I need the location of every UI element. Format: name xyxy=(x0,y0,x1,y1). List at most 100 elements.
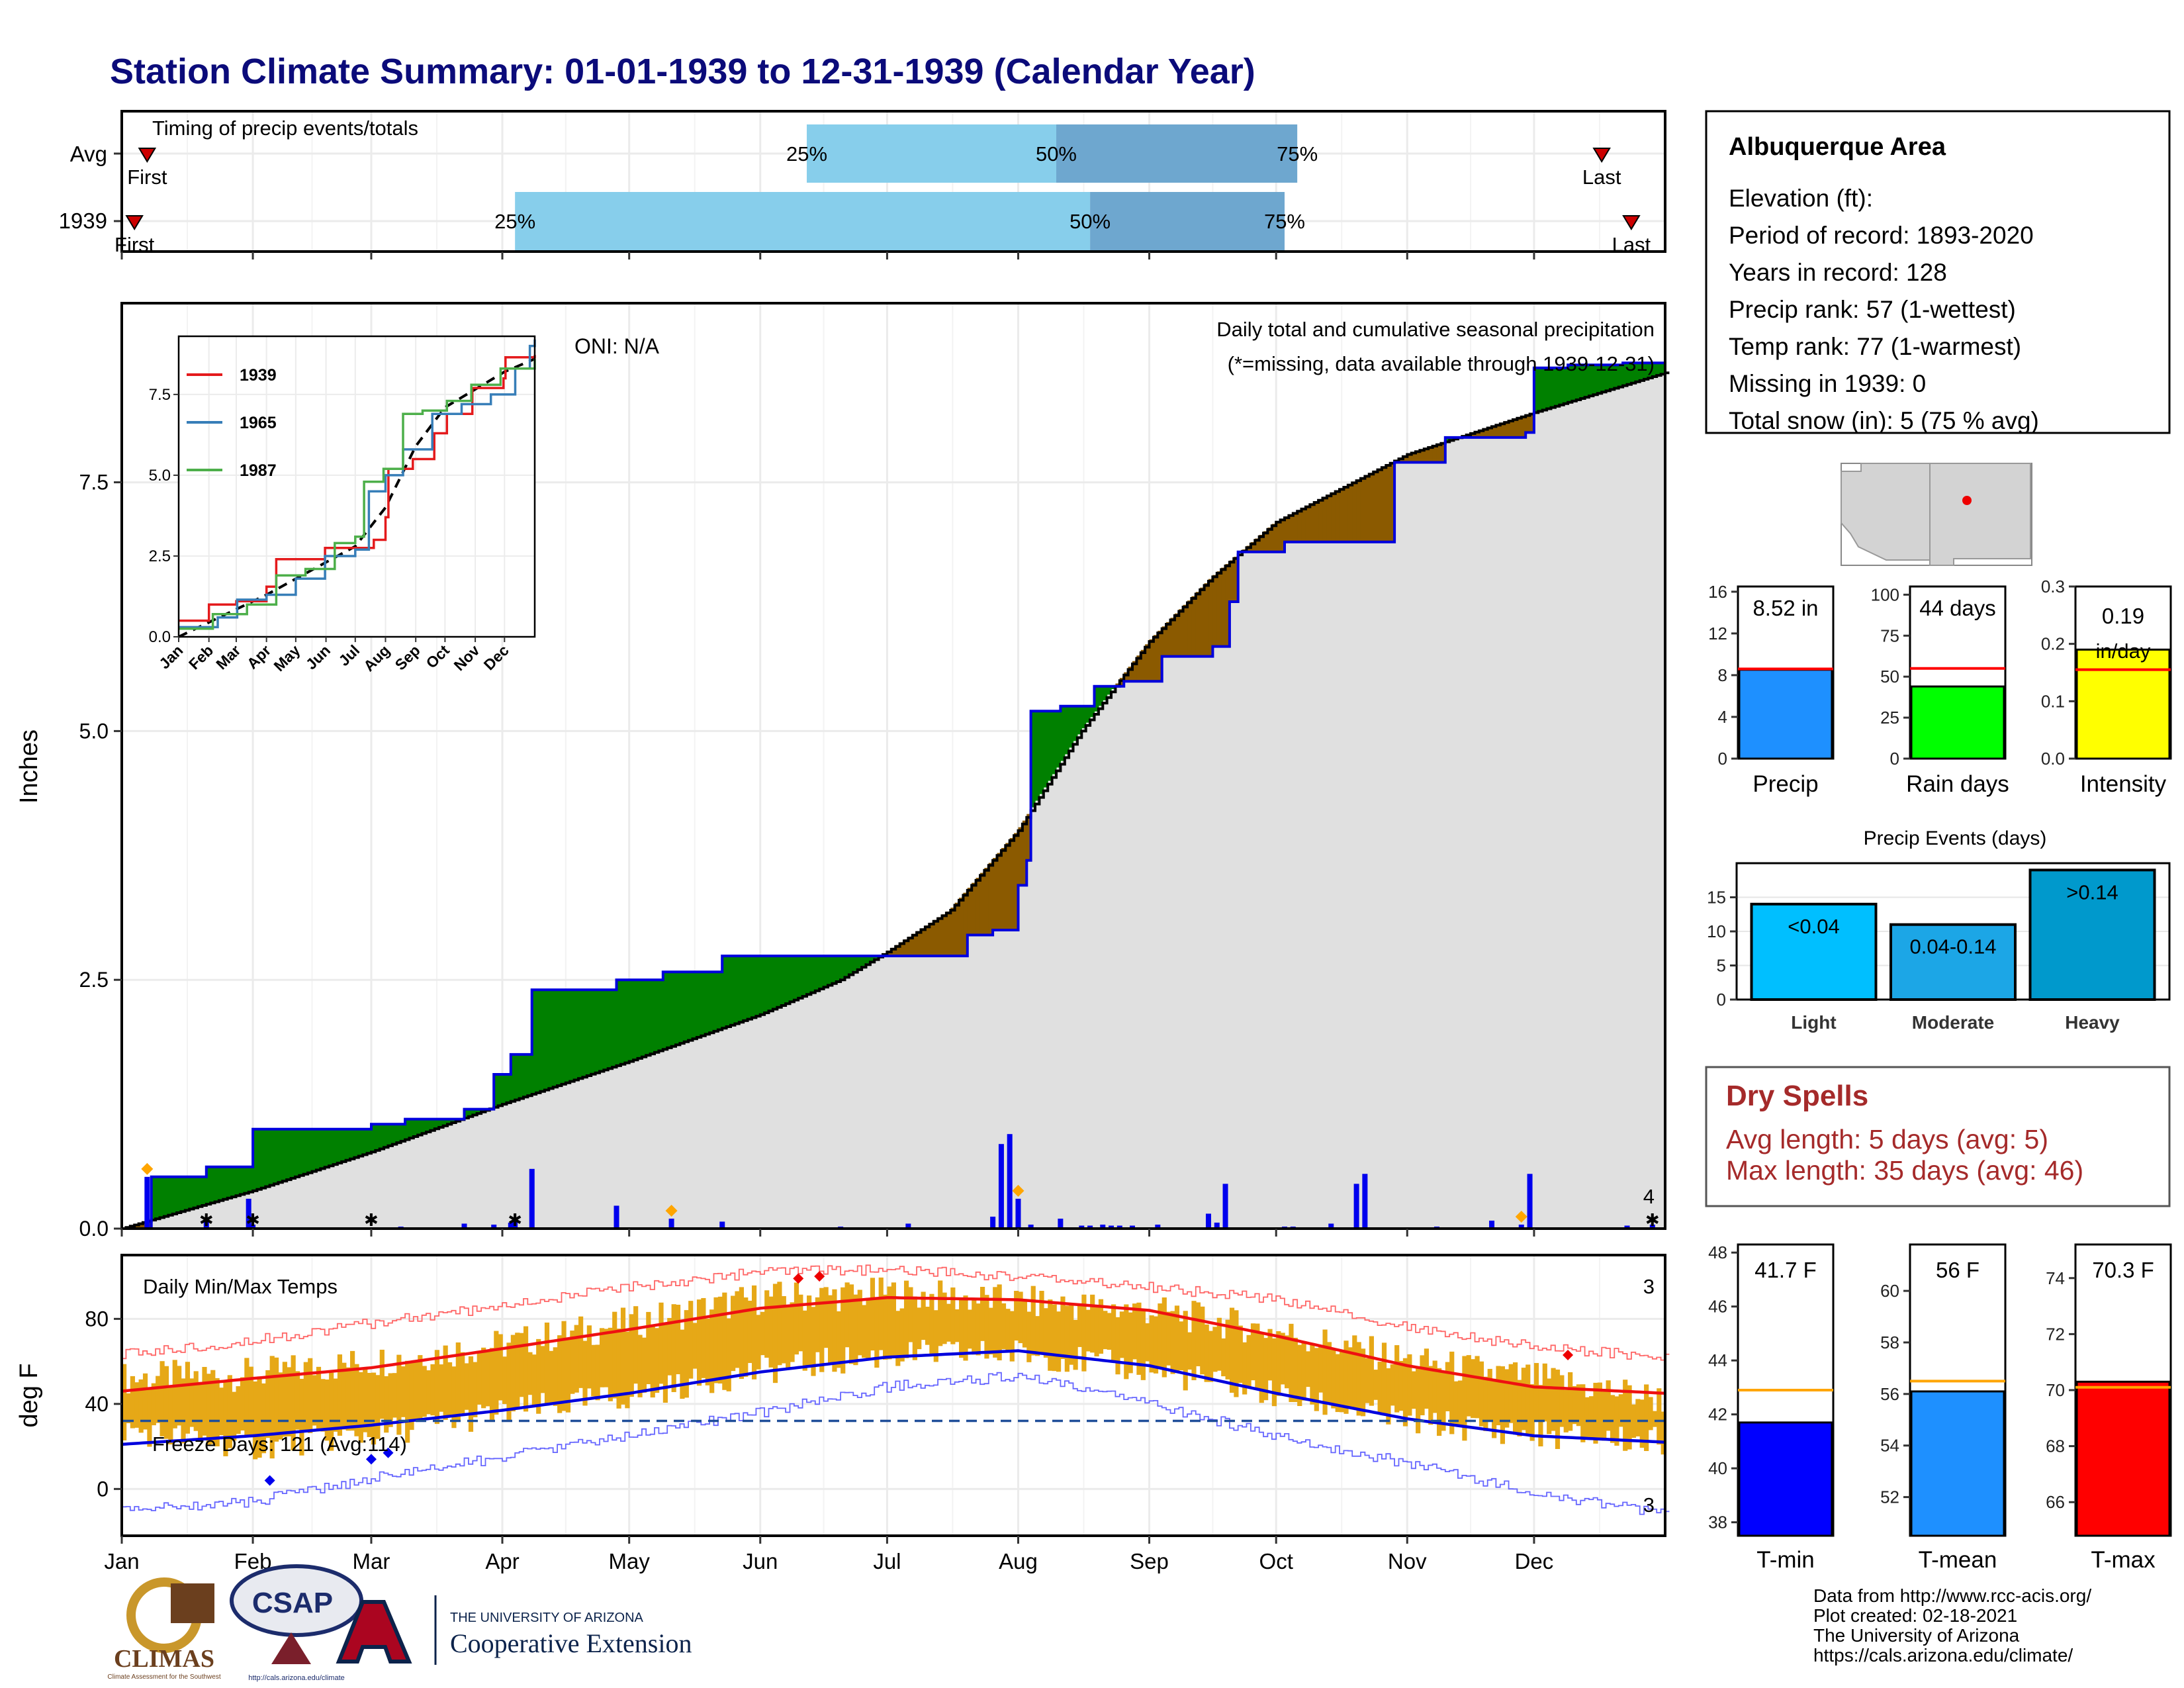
above-avg-area xyxy=(181,1176,186,1211)
above-avg-area xyxy=(739,956,744,1022)
daily-temp-range-bar xyxy=(363,1368,368,1432)
precip-events-ytick-label: 5 xyxy=(1717,956,1726,976)
daily-temp-range-bar xyxy=(836,1311,841,1368)
above-avg-area xyxy=(705,972,710,1034)
precip-events-bar-label: >0.14 xyxy=(2066,880,2118,904)
above-avg-area xyxy=(1043,711,1048,788)
precip-events-chart: Precip Events (days) <0.04 Light 0.04-0.14 M… xyxy=(1707,827,2171,1033)
daily-temp-range-bar xyxy=(198,1382,203,1439)
daily-temp-range-bar xyxy=(1170,1311,1175,1374)
above-avg-area xyxy=(308,1129,313,1172)
daily-temp-range-bar xyxy=(1508,1364,1514,1423)
mini-precip-value-label: 8.52 in xyxy=(1752,596,1818,620)
daily-temp-range-bar xyxy=(878,1277,884,1350)
daily-temp-range-bar xyxy=(726,1318,731,1391)
daily-temp-range-bar xyxy=(1602,1391,1607,1441)
mini-raindays-value-bar xyxy=(1910,685,2005,760)
daily-temp-range-bar xyxy=(1576,1384,1582,1427)
daily-temp-range-bar xyxy=(396,1354,402,1435)
below-avg-area xyxy=(959,898,964,957)
daily-temp-range-bar xyxy=(887,1286,892,1360)
daily-temp-range-bar xyxy=(1386,1368,1391,1425)
daily-temp-range-bar xyxy=(1483,1376,1488,1431)
daily-precip-bar xyxy=(1155,1224,1161,1229)
daily-temp-range-bar xyxy=(400,1366,406,1417)
daily-temp-range-bar xyxy=(291,1355,296,1451)
above-avg-area xyxy=(625,980,630,1062)
above-avg-area xyxy=(337,1129,342,1162)
inset-legend-label: 1987 xyxy=(240,461,277,480)
record-high-marker-icon xyxy=(814,1271,825,1282)
daily-temp-range-bar xyxy=(1284,1335,1290,1389)
below-avg-area xyxy=(1153,635,1158,682)
mini-raindays-ytick-label: 0 xyxy=(1890,749,1899,769)
credit-line: https://cals.arizona.edu/climate/ xyxy=(1813,1645,2073,1665)
above-avg-area xyxy=(574,990,579,1080)
daily-temp-range-bar xyxy=(1263,1338,1269,1401)
first-precip-label: First xyxy=(127,165,167,189)
daily-temp-range-bar xyxy=(1216,1317,1222,1371)
daily-temp-range-bar xyxy=(807,1295,812,1368)
above-avg-area xyxy=(1657,363,1662,375)
above-avg-area xyxy=(172,1176,177,1213)
daily-temp-range-bar xyxy=(1360,1348,1366,1417)
below-avg-area xyxy=(1132,661,1137,682)
daily-temp-range-bar xyxy=(1098,1299,1104,1354)
mini-tmean-ytick-label: 52 xyxy=(1880,1487,1899,1507)
timing-label-75: 75% xyxy=(1277,142,1318,165)
above-avg-area xyxy=(1039,711,1044,794)
below-avg-area xyxy=(1271,524,1277,552)
month-xtick-label: Jan xyxy=(104,1549,139,1573)
daily-temp-range-bar xyxy=(722,1292,727,1390)
above-avg-area xyxy=(1090,706,1095,718)
above-avg-area xyxy=(1631,363,1636,383)
daily-temp-range-bar xyxy=(1200,1306,1205,1375)
daily-temp-range-bar xyxy=(827,1295,833,1364)
below-avg-area xyxy=(933,919,938,957)
daily-temp-range-bar xyxy=(895,1311,901,1366)
above-avg-area xyxy=(870,956,875,961)
daily-temp-range-bar xyxy=(426,1370,432,1415)
below-avg-area xyxy=(1026,814,1032,861)
month-xtick-label: Nov xyxy=(1388,1549,1427,1573)
below-avg-area xyxy=(1360,477,1365,542)
daily-temp-range-bar xyxy=(942,1292,947,1344)
daily-temp-range-bar xyxy=(392,1373,398,1418)
above-avg-area xyxy=(811,956,816,992)
daily-temp-range-bar xyxy=(1246,1335,1251,1387)
daily-temp-range-bar xyxy=(1555,1369,1561,1449)
avg-cumulative-area xyxy=(122,373,1665,1229)
below-avg-area xyxy=(972,882,977,935)
below-avg-area xyxy=(1229,560,1234,602)
daily-temp-range-bar xyxy=(696,1299,702,1386)
mini-raindays-ytick-label: 100 xyxy=(1871,585,1899,604)
daily-temp-range-bar xyxy=(1115,1317,1120,1375)
above-avg-area xyxy=(819,956,825,988)
above-avg-area xyxy=(434,1119,439,1129)
below-avg-area xyxy=(1428,446,1433,463)
daily-precip-bar xyxy=(1489,1220,1495,1229)
credit-line: Plot created: 02-18-2021 xyxy=(1813,1605,2017,1626)
dry-spells-frame xyxy=(1705,1066,2171,1207)
daily-temp-range-bar xyxy=(570,1331,575,1394)
snowflake-icon: ✱ xyxy=(246,1210,260,1230)
intensity-chart: 0.19 in/day 0.0 0.1 0.2 0.3 Intensity xyxy=(2041,577,2172,797)
precip-events-category-label: Heavy xyxy=(2065,1012,2120,1033)
daily-temp-range-bar xyxy=(1580,1384,1586,1442)
daily-precip-bar xyxy=(512,1220,518,1229)
above-avg-area xyxy=(717,972,723,1029)
climas-logo-block xyxy=(171,1583,214,1623)
below-avg-area xyxy=(912,933,917,957)
daily-temp-range-bar xyxy=(214,1378,220,1446)
daily-temp-range-bar xyxy=(637,1335,643,1397)
daily-temp-range-bar xyxy=(1644,1384,1649,1452)
above-avg-area xyxy=(214,1166,220,1201)
above-avg-area xyxy=(536,990,541,1092)
daily-temp-range-bar xyxy=(604,1329,609,1387)
below-avg-area xyxy=(1326,494,1332,542)
mini-raindays-ytick-label: 25 xyxy=(1880,708,1899,727)
climas-logo: CLIMAS Climate Assessment for the Southw… xyxy=(107,1577,221,1681)
daily-temp-range-bar xyxy=(1195,1302,1201,1366)
below-avg-area xyxy=(1508,420,1514,438)
daily-temp-range-bar xyxy=(510,1335,516,1412)
